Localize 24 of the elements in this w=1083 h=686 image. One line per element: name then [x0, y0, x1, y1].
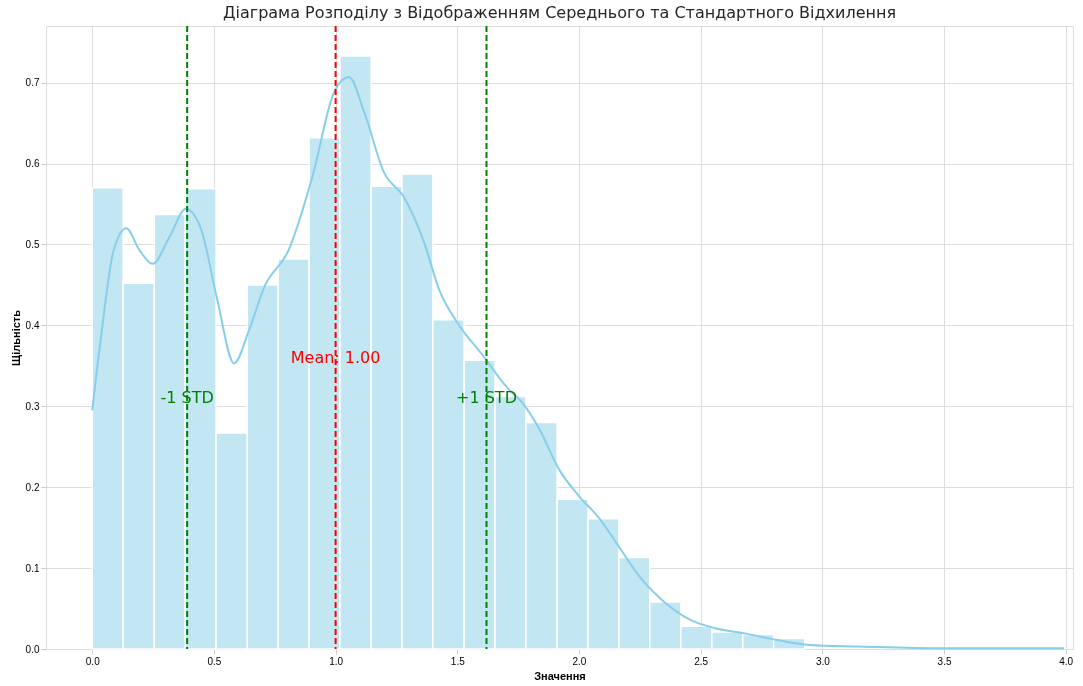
x-tick-label: 2.0 — [572, 655, 587, 667]
y-tick-label: 0.3 — [25, 400, 40, 412]
y-tick-label: 0.7 — [25, 77, 40, 89]
annotation: Mean: 1.00 — [290, 347, 381, 367]
x-tick-label: 0.0 — [85, 655, 101, 667]
x-tick-label: 4.0 — [1059, 655, 1074, 667]
y-tick-label: 0.5 — [25, 238, 40, 250]
line-series — [91, 75, 1065, 650]
y-tick-label: 0.0 — [25, 643, 40, 655]
x-tick-label: 3.5 — [937, 655, 952, 667]
annotation: -1 STD — [160, 388, 214, 408]
x-tick-label: 3.0 — [815, 655, 831, 667]
x-tick-label: 0.5 — [207, 655, 222, 667]
x-tick-label: 1.5 — [450, 655, 466, 667]
y-axis-title: Щільність — [9, 309, 22, 366]
x-tick-label: 2.5 — [694, 655, 709, 667]
annotation: +1 STD — [456, 388, 517, 408]
x-tick-label: 1.0 — [329, 655, 344, 667]
x-axis-title: Значення — [534, 669, 586, 682]
y-tick-label: 0.6 — [25, 158, 40, 170]
y-tick-label: 0.2 — [25, 481, 40, 493]
chart-title: Діаграма Розподілу з Відображенням Середнього та Стандартного Відхилення — [222, 3, 897, 22]
y-tick-label: 0.1 — [25, 562, 40, 574]
y-tick-label: 0.4 — [25, 319, 40, 331]
